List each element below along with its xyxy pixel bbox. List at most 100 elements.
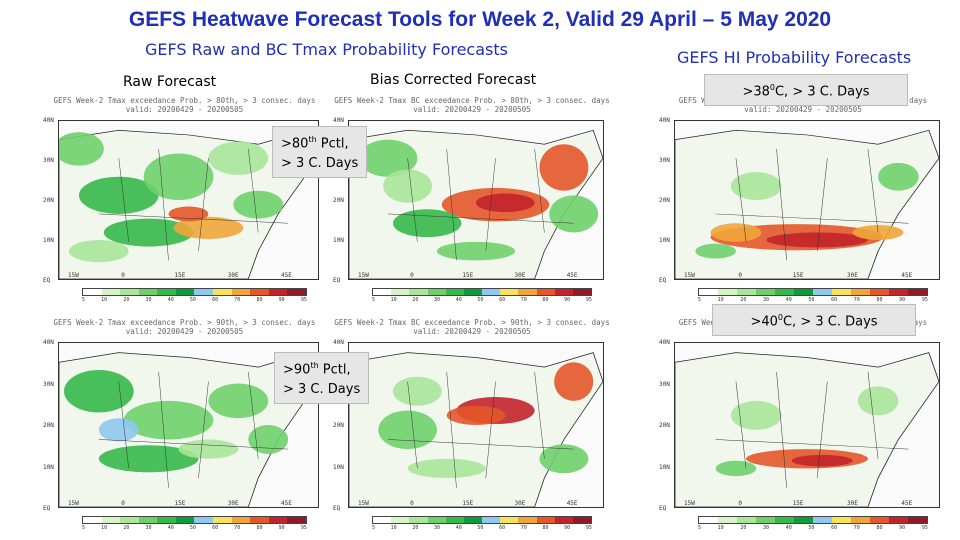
country-border (98, 213, 289, 224)
lon-tick-label: 45E (566, 500, 578, 507)
country-border (158, 371, 169, 488)
colorbar-swatch (699, 517, 718, 523)
prob-shade (248, 425, 289, 454)
prob-shade (476, 193, 535, 213)
colorbar-swatch (157, 289, 176, 295)
country-border (485, 381, 496, 479)
colorbar-tick-label: 95 (585, 525, 592, 531)
country-border (776, 371, 787, 488)
colorbar-swatch (194, 289, 214, 295)
colorbar-tick-label: 20 (123, 297, 130, 303)
country-border (118, 158, 129, 242)
colorbar-ticks: 5 10 20 30 40 50 60 70 80 90 95 (698, 525, 928, 533)
colorbar-swatch (500, 289, 519, 295)
colorbar-swatch (794, 289, 813, 295)
colorbar-tick-label: 20 (740, 525, 747, 531)
lat-tick-label: 10N (43, 237, 54, 244)
country-border (98, 439, 289, 450)
lat-tick-label: 20N (43, 422, 54, 429)
colorbar (372, 288, 592, 296)
colorbar-swatch (409, 517, 428, 523)
country-border (248, 148, 259, 233)
page-title: GEFS Heatwave Forecast Tools for Week 2,… (128, 8, 832, 31)
colorbar-swatch (572, 289, 592, 295)
colorbar-swatch (445, 289, 464, 295)
panel-title: GEFS Week-2 Tmax exceedance Prob. > 80th… (53, 96, 316, 114)
section-header-tmax: GEFS Raw and BC Tmax Probability Forecas… (145, 40, 508, 59)
lat-tick-label: 10N (333, 463, 344, 471)
colorbar-swatch (518, 517, 537, 523)
colorbar-swatch (175, 517, 195, 523)
prob-shade (173, 216, 244, 240)
prob-shade (98, 418, 139, 442)
colorbar-tick-label: 50 (189, 525, 196, 531)
prob-shade (208, 383, 269, 419)
prob-shade (392, 376, 442, 406)
colorbar-tick-label: 40 (167, 297, 174, 303)
lon-tick-label: 15E (174, 500, 186, 507)
colorbar-tick-label: 80 (876, 297, 883, 303)
colorbar-swatch (756, 517, 775, 523)
colorbar-swatch (536, 517, 555, 523)
colorbar-swatch (554, 517, 573, 523)
colorbar-swatch (889, 289, 908, 295)
colorbar-swatch (409, 289, 428, 295)
colorbar-swatch (500, 517, 519, 523)
colorbar-swatch (213, 517, 232, 523)
lon-tick-label: 15W (358, 500, 369, 507)
map-bc-80 (348, 120, 604, 280)
colorbar-tick-label: 70 (520, 297, 527, 303)
lon-tick-label: 0 (410, 272, 414, 279)
callout-hi-38c: >380C, > 3 C. Days (704, 74, 908, 107)
colorbar-swatch (813, 289, 832, 295)
colorbar-swatch (851, 289, 870, 295)
country-border (118, 381, 129, 469)
prob-shade (383, 169, 433, 203)
lon-tick-label: 0 (738, 500, 742, 507)
lat-tick-label: 30N (43, 380, 54, 388)
colorbar-swatch (287, 289, 306, 295)
lon-tick-label: 45E (566, 272, 578, 279)
lat-tick-label: EQ (333, 505, 341, 512)
colorbar-swatch (268, 517, 288, 523)
colorbar-swatch (870, 517, 889, 523)
colorbar-tick-label: 50 (477, 297, 484, 303)
colorbar-ticks: 5 10 20 30 40 50 60 70 80 90 95 (372, 525, 592, 533)
country-border (158, 148, 169, 261)
country-border (776, 148, 787, 261)
lat-tick-label: EQ (43, 277, 51, 284)
colorbar-swatch (250, 517, 269, 523)
colorbar-swatch (737, 289, 756, 295)
callout-hi-40c: >400C, > 3 C. Days (712, 304, 916, 337)
map-panel-hi-38: GEFS Week-2 HI exceedance Prob. > 38C, >… (658, 96, 948, 306)
colorbar-tick-label: 70 (520, 525, 527, 531)
lat-tick-label: 20N (333, 197, 344, 204)
lon-tick-label: 0 (121, 272, 125, 279)
africa-map-svg (349, 129, 603, 279)
colorbar-swatch (813, 517, 832, 523)
colorbar-tick-label: 70 (234, 297, 241, 303)
prob-shade (208, 141, 269, 175)
colorbar-tick-label: 40 (167, 525, 174, 531)
lat-tick-label: 20N (659, 422, 670, 429)
colorbar-tick-label: 90 (564, 297, 571, 303)
colorbar-tick-label: 80 (256, 525, 263, 531)
lon-tick-label: 15E (174, 272, 186, 279)
colorbar (82, 288, 307, 296)
country-border (715, 213, 909, 224)
lon-tick-label: 45E (901, 272, 913, 279)
colorbar-swatch (101, 289, 121, 295)
callout-80th-pctl: >80th Pctl, > 3 C. Days (272, 126, 368, 179)
prob-shade (358, 139, 418, 177)
prob-shade (59, 132, 104, 166)
lat-tick-label: 10N (659, 237, 670, 244)
colorbar-swatch (908, 517, 927, 523)
prob-shade (549, 195, 599, 233)
colorbar-tick-label: 5 (372, 297, 376, 303)
colorbar-swatch (463, 289, 483, 295)
section-header-hi: GEFS HI Probability Forecasts (677, 48, 912, 67)
colorbar-swatch (268, 289, 288, 295)
colorbar-tick-label: 60 (499, 525, 506, 531)
colorbar-swatch (138, 289, 158, 295)
prob-shade (766, 232, 868, 248)
